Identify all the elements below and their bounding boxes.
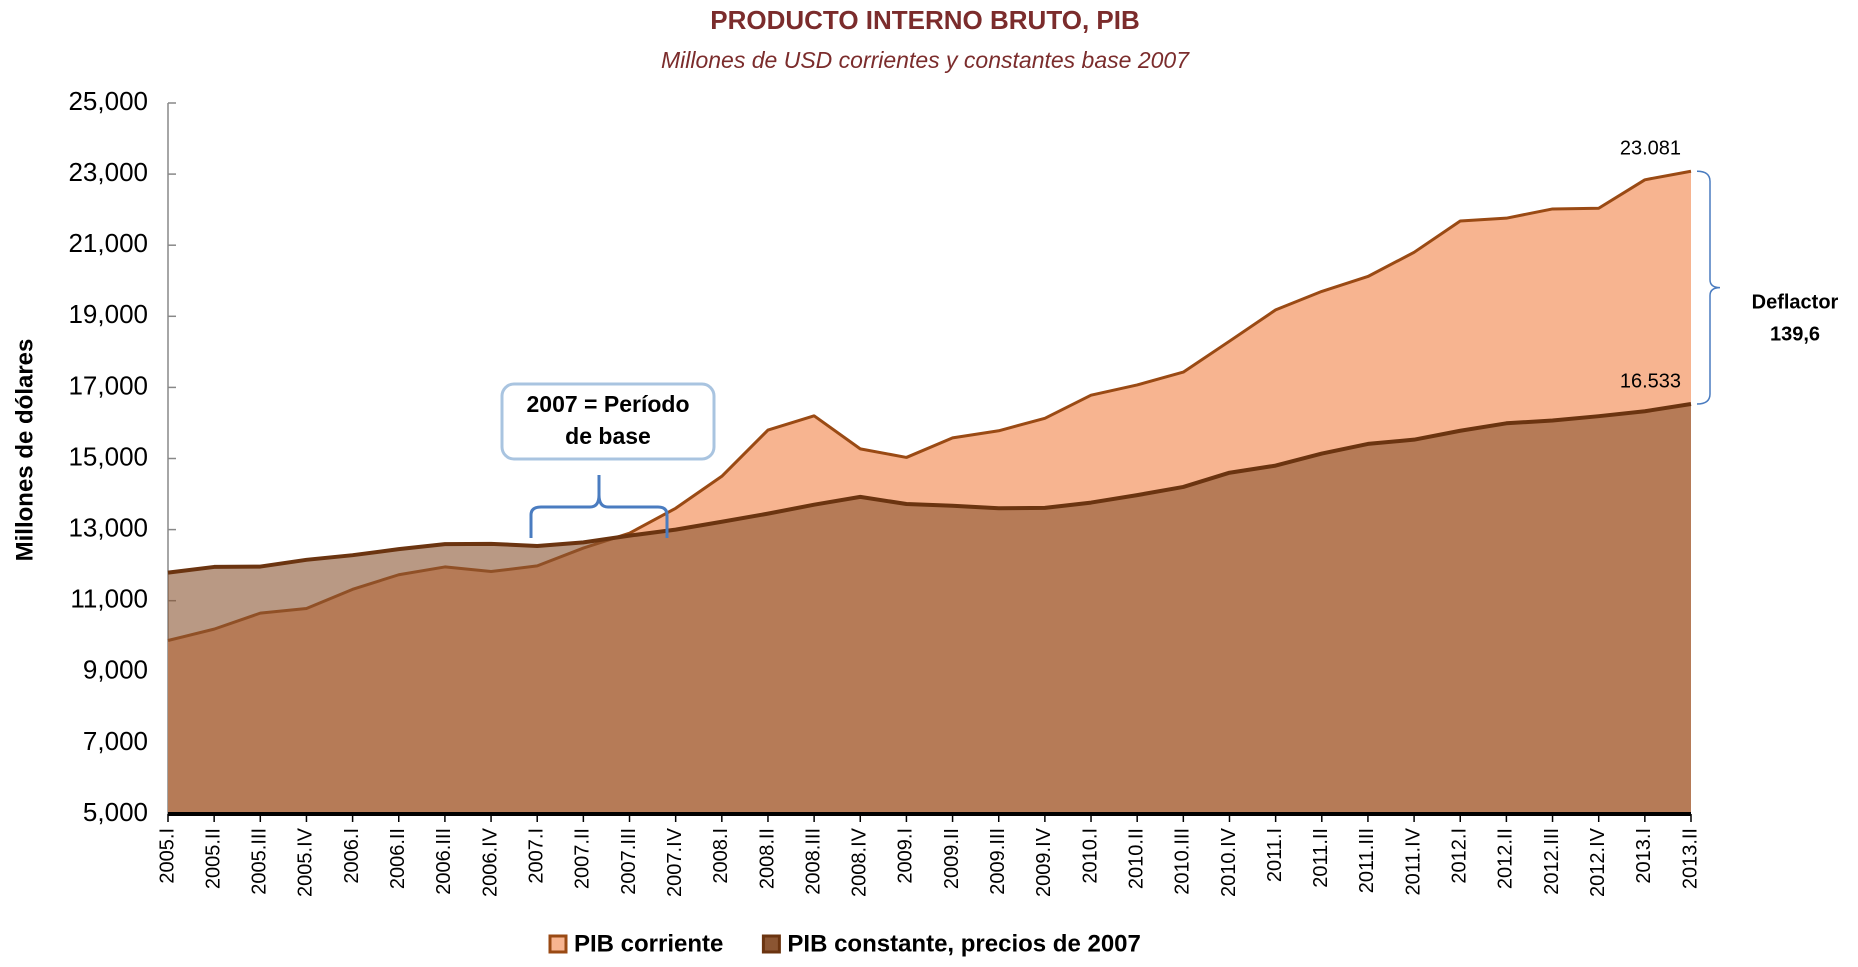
y-tick-label: 25,000 bbox=[68, 86, 148, 116]
x-tick-label: 2005.I bbox=[156, 828, 178, 884]
chart-title: PRODUCTO INTERNO BRUTO, PIB bbox=[710, 5, 1140, 35]
x-tick-label: 2006.IV bbox=[479, 827, 501, 897]
y-tick-label: 7,000 bbox=[83, 726, 148, 756]
x-tick-label: 2007.I bbox=[525, 828, 547, 884]
y-tick-label: 13,000 bbox=[68, 512, 148, 542]
y-tick-label: 23,000 bbox=[68, 157, 148, 187]
x-tick-label: 2011.III bbox=[1356, 828, 1378, 893]
x-tick-label: 2012.I bbox=[1449, 828, 1471, 884]
x-tick-label: 2012.IV bbox=[1587, 827, 1609, 897]
x-tick-label: 2010.I bbox=[1079, 828, 1101, 884]
x-tick-label: 2009.III bbox=[987, 828, 1009, 895]
y-tick-label: 17,000 bbox=[68, 370, 148, 400]
x-tick-label: 2005.IV bbox=[295, 827, 317, 897]
deflator-brace bbox=[1697, 171, 1720, 404]
legend-label: PIB constante, precios de 2007 bbox=[787, 930, 1140, 957]
x-tick-label: 2008.IV bbox=[849, 827, 871, 897]
x-tick-label: 2013.II bbox=[1679, 828, 1701, 889]
deflator-annotation: 139,6 bbox=[1770, 323, 1820, 345]
x-tick-label: 2010.III bbox=[1172, 828, 1194, 895]
x-tick-label: 2009.II bbox=[941, 828, 963, 889]
x-tick-label: 2007.II bbox=[572, 828, 594, 889]
y-tick-label: 9,000 bbox=[83, 655, 148, 685]
legend-label: PIB corriente bbox=[574, 930, 723, 957]
y-tick-label: 19,000 bbox=[68, 299, 148, 329]
x-tick-label: 2008.I bbox=[710, 828, 732, 884]
x-tick-label: 2005.II bbox=[202, 828, 224, 889]
callout-text: 2007 = Período bbox=[527, 391, 690, 417]
x-tick-label: 2007.III bbox=[618, 828, 640, 895]
x-tick-label: 2012.II bbox=[1495, 828, 1517, 889]
y-tick-label: 21,000 bbox=[68, 228, 148, 258]
x-tick-label: 2009.I bbox=[895, 828, 917, 884]
x-tick-label: 2013.I bbox=[1633, 828, 1655, 884]
x-tick-label: 2011.II bbox=[1310, 828, 1332, 888]
chart-subtitle: Millones de USD corrientes y constantes … bbox=[661, 47, 1190, 73]
x-tick-label: 2007.IV bbox=[664, 827, 686, 897]
x-tick-label: 2010.II bbox=[1125, 828, 1147, 889]
x-tick-label: 2006.III bbox=[433, 828, 455, 895]
y-tick-label: 15,000 bbox=[68, 441, 148, 471]
y-tick-label: 11,000 bbox=[70, 584, 148, 614]
x-tick-label: 2006.I bbox=[341, 828, 363, 884]
y-axis-label: Millones de dólares bbox=[11, 339, 38, 562]
data-label: 23.081 bbox=[1620, 138, 1681, 160]
x-tick-label: 2006.II bbox=[387, 828, 409, 889]
callout-text: de base bbox=[565, 423, 651, 449]
x-tick-label: 2011.IV bbox=[1402, 827, 1424, 895]
x-tick-label: 2011.I bbox=[1264, 828, 1286, 882]
x-tick-label: 2012.III bbox=[1541, 828, 1563, 895]
deflator-annotation: Deflactor bbox=[1752, 291, 1839, 313]
x-tick-label: 2005.III bbox=[249, 828, 271, 895]
x-tick-label: 2008.III bbox=[802, 828, 824, 895]
chart: PRODUCTO INTERNO BRUTO, PIB Millones de … bbox=[0, 0, 1858, 962]
data-label: 16.533 bbox=[1620, 370, 1681, 392]
x-tick-label: 2009.IV bbox=[1033, 827, 1055, 897]
legend-swatch bbox=[763, 936, 779, 952]
x-tick-label: 2008.II bbox=[756, 828, 778, 889]
legend-swatch bbox=[550, 936, 566, 952]
y-tick-label: 5,000 bbox=[83, 797, 148, 827]
x-tick-label: 2010.IV bbox=[1218, 827, 1240, 897]
